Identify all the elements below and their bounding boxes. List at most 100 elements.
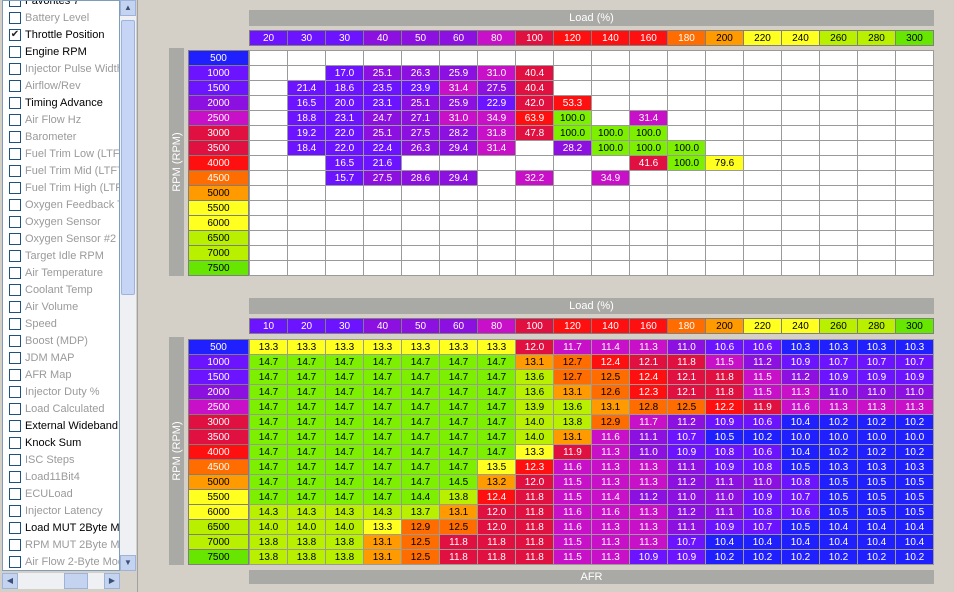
map-cell[interactable]: 13.5 bbox=[477, 459, 516, 475]
map-cell[interactable]: 53.3 bbox=[553, 95, 592, 111]
checkbox-icon[interactable] bbox=[9, 266, 21, 279]
checkbox-icon[interactable] bbox=[9, 45, 21, 58]
map-cell[interactable]: 20.0 bbox=[325, 95, 364, 111]
map-cell[interactable] bbox=[781, 95, 820, 111]
map-cell[interactable]: 10.2 bbox=[895, 444, 934, 460]
map-cell[interactable] bbox=[667, 95, 706, 111]
map-cell[interactable] bbox=[781, 125, 820, 141]
map-cell[interactable]: 11.0 bbox=[667, 339, 706, 355]
checkbox-icon[interactable] bbox=[9, 334, 21, 347]
parameter-item[interactable]: Barometer bbox=[3, 128, 119, 145]
scroll-left-arrow-icon[interactable]: ◀ bbox=[2, 573, 18, 589]
map-cell[interactable] bbox=[667, 50, 706, 66]
map-cell[interactable] bbox=[401, 155, 440, 171]
map-cell[interactable]: 11.5 bbox=[553, 474, 592, 490]
map-cell[interactable] bbox=[857, 260, 896, 276]
checkbox-icon[interactable] bbox=[9, 504, 21, 517]
map-cell[interactable]: 14.7 bbox=[287, 384, 326, 400]
map-cell[interactable]: 25.1 bbox=[363, 65, 402, 81]
map-cell[interactable] bbox=[857, 170, 896, 186]
checkbox-icon[interactable] bbox=[9, 538, 21, 551]
map-cell[interactable] bbox=[705, 215, 744, 231]
map-cell[interactable]: 13.2 bbox=[477, 474, 516, 490]
map-cell[interactable] bbox=[553, 170, 592, 186]
map-cell[interactable]: 14.3 bbox=[249, 504, 288, 520]
map-cell[interactable]: 28.6 bbox=[401, 170, 440, 186]
map-cell[interactable]: 10.0 bbox=[781, 429, 820, 445]
map-cell[interactable]: 10.9 bbox=[743, 489, 782, 505]
map-cell[interactable]: 31.4 bbox=[629, 110, 668, 126]
map-cell[interactable] bbox=[629, 80, 668, 96]
map-cell[interactable]: 13.3 bbox=[249, 339, 288, 355]
parameter-item[interactable]: Load MUT 2Byte Mo bbox=[3, 519, 119, 536]
map-cell[interactable] bbox=[629, 230, 668, 246]
map-cell[interactable]: 14.7 bbox=[363, 399, 402, 415]
map-cell[interactable]: 79.6 bbox=[705, 155, 744, 171]
map-cell[interactable] bbox=[781, 65, 820, 81]
map-cell[interactable] bbox=[667, 80, 706, 96]
map-cell[interactable]: 11.8 bbox=[477, 534, 516, 550]
map-cell[interactable] bbox=[781, 140, 820, 156]
map-cell[interactable] bbox=[401, 245, 440, 261]
map-cell[interactable] bbox=[287, 260, 326, 276]
map-cell[interactable] bbox=[857, 185, 896, 201]
map-cell[interactable]: 11.8 bbox=[667, 354, 706, 370]
map-cell[interactable] bbox=[819, 65, 858, 81]
map-cell[interactable]: 10.2 bbox=[743, 549, 782, 565]
map-cell[interactable]: 25.1 bbox=[401, 95, 440, 111]
map-cell[interactable]: 11.5 bbox=[743, 384, 782, 400]
map-cell[interactable]: 11.2 bbox=[743, 354, 782, 370]
map-cell[interactable] bbox=[439, 230, 478, 246]
map-cell[interactable] bbox=[895, 80, 934, 96]
map-cell[interactable] bbox=[667, 245, 706, 261]
map-cell[interactable]: 14.7 bbox=[363, 444, 402, 460]
map-cell[interactable] bbox=[553, 200, 592, 216]
map-cell[interactable] bbox=[743, 170, 782, 186]
map-cell[interactable] bbox=[363, 200, 402, 216]
map-cell[interactable] bbox=[249, 215, 288, 231]
map-cell[interactable] bbox=[629, 65, 668, 81]
map-cell[interactable]: 13.3 bbox=[363, 519, 402, 535]
map-cell[interactable]: 12.1 bbox=[667, 369, 706, 385]
map-cell[interactable]: 10.5 bbox=[819, 474, 858, 490]
map-cell[interactable] bbox=[629, 200, 668, 216]
map-cell[interactable] bbox=[249, 185, 288, 201]
map-cell[interactable]: 18.8 bbox=[287, 110, 326, 126]
map-cell[interactable]: 22.9 bbox=[477, 95, 516, 111]
map-cell[interactable] bbox=[287, 50, 326, 66]
map-cell[interactable]: 14.7 bbox=[249, 414, 288, 430]
map-cell[interactable]: 14.7 bbox=[363, 414, 402, 430]
map-cell[interactable]: 27.5 bbox=[477, 80, 516, 96]
map-cell[interactable]: 10.5 bbox=[895, 489, 934, 505]
map-cell[interactable]: 14.7 bbox=[401, 474, 440, 490]
parameter-item[interactable]: JDM MAP bbox=[3, 349, 119, 366]
map-cell[interactable] bbox=[629, 50, 668, 66]
map-cell[interactable] bbox=[515, 140, 554, 156]
map-cell[interactable]: 12.2 bbox=[705, 399, 744, 415]
map-cell[interactable] bbox=[629, 170, 668, 186]
map-cell[interactable]: 14.7 bbox=[325, 399, 364, 415]
checkbox-icon[interactable] bbox=[9, 283, 21, 296]
map-cell[interactable] bbox=[591, 245, 630, 261]
map-cell[interactable]: 28.2 bbox=[553, 140, 592, 156]
map-cell[interactable]: 10.3 bbox=[781, 339, 820, 355]
map-cell[interactable]: 10.8 bbox=[781, 474, 820, 490]
checkbox-icon[interactable] bbox=[9, 147, 21, 160]
map-cell[interactable]: 22.4 bbox=[363, 140, 402, 156]
map-cell[interactable]: 14.3 bbox=[287, 504, 326, 520]
parameter-item[interactable]: Oxygen Feedback T bbox=[3, 196, 119, 213]
map-cell[interactable]: 100.0 bbox=[667, 155, 706, 171]
map-cell[interactable] bbox=[667, 260, 706, 276]
map-cell[interactable]: 14.7 bbox=[363, 459, 402, 475]
map-cell[interactable]: 11.7 bbox=[553, 339, 592, 355]
map-cell[interactable]: 11.4 bbox=[591, 339, 630, 355]
map-cell[interactable]: 16.5 bbox=[287, 95, 326, 111]
map-cell[interactable]: 14.7 bbox=[325, 384, 364, 400]
map-cell[interactable] bbox=[553, 50, 592, 66]
map-cell[interactable]: 26.3 bbox=[401, 65, 440, 81]
map-cell[interactable]: 14.7 bbox=[477, 414, 516, 430]
map-cell[interactable] bbox=[515, 260, 554, 276]
parameter-item[interactable]: ISC Steps bbox=[3, 451, 119, 468]
map-cell[interactable]: 13.8 bbox=[325, 534, 364, 550]
map-cell[interactable]: 13.8 bbox=[249, 534, 288, 550]
